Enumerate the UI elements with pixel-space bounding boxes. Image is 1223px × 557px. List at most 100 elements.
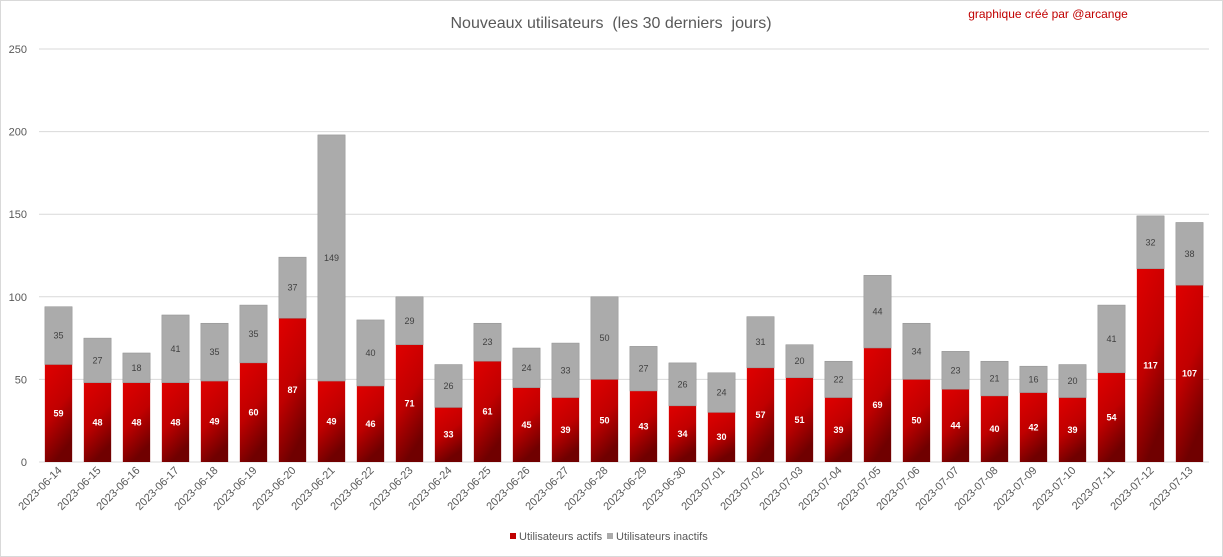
- bar-inactive: [824, 360, 853, 398]
- data-label-active: 39: [833, 425, 843, 435]
- data-label-inactive: 27: [638, 364, 648, 374]
- data-label-inactive: 35: [209, 347, 219, 357]
- bar-inactive: [941, 351, 970, 390]
- bar-inactive: [83, 337, 112, 383]
- data-label-inactive: 22: [833, 374, 843, 384]
- bar-active: [629, 390, 658, 462]
- bar-active: [473, 361, 502, 462]
- data-label-inactive: 37: [287, 283, 297, 293]
- y-tick-label: 50: [15, 374, 27, 386]
- data-label-active: 42: [1028, 422, 1038, 432]
- bar-inactive: [278, 256, 307, 319]
- bar-active: [590, 379, 619, 462]
- bar-active: [824, 397, 853, 462]
- bar-active: [278, 318, 307, 462]
- data-label-active: 43: [638, 421, 648, 431]
- bar-inactive: [980, 360, 1009, 397]
- data-label-inactive: 41: [1106, 334, 1116, 344]
- bar-inactive: [1175, 222, 1204, 286]
- bar-active: [83, 382, 112, 462]
- y-tick-label: 100: [9, 292, 27, 304]
- bar-active: [434, 407, 463, 462]
- y-tick-label: 0: [21, 457, 27, 469]
- bar-active: [395, 344, 424, 462]
- bar-inactive: [395, 296, 424, 345]
- bar-inactive: [122, 352, 151, 383]
- data-label-active: 60: [248, 407, 258, 417]
- gridlines: [39, 48, 1209, 463]
- data-label-active: 49: [209, 417, 219, 427]
- data-label-active: 44: [950, 421, 960, 431]
- bar-inactive: [1097, 304, 1126, 374]
- bar-inactive: [44, 306, 73, 365]
- bar-inactive: [1019, 365, 1048, 393]
- bar-inactive: [317, 134, 346, 382]
- bar-inactive: [707, 372, 736, 413]
- data-label-active: 30: [716, 432, 726, 442]
- bar-inactive: [902, 322, 931, 380]
- bar-active: [1175, 285, 1204, 462]
- bars: 59 35 48 27 48 18 48 41 49 35 60 35 87 37 49 149 46 40 71 2…: [44, 134, 1204, 462]
- bar-active: [980, 395, 1009, 462]
- bar-active: [512, 387, 541, 462]
- data-label-inactive: 50: [599, 333, 609, 343]
- data-label-active: 69: [872, 400, 882, 410]
- bar-active: [785, 377, 814, 462]
- data-label-active: 117: [1143, 360, 1158, 370]
- bar-inactive: [668, 362, 697, 407]
- bar-active: [863, 348, 892, 462]
- data-label-inactive: 26: [677, 379, 687, 389]
- data-label-inactive: 24: [521, 363, 531, 373]
- legend-swatch-actifs: [510, 533, 516, 539]
- bar-inactive: [434, 364, 463, 408]
- bar-inactive: [863, 275, 892, 349]
- bar-active: [317, 381, 346, 462]
- chart-title: Nouveaux utilisateurs (les 30 derniers j…: [450, 15, 771, 32]
- data-label-inactive: 23: [482, 337, 492, 347]
- data-label-active: 107: [1182, 369, 1197, 379]
- data-label-active: 39: [560, 425, 570, 435]
- bar-active: [239, 362, 268, 462]
- data-label-active: 48: [92, 417, 102, 427]
- data-label-inactive: 149: [324, 253, 339, 263]
- data-label-active: 48: [170, 417, 180, 427]
- data-label-inactive: 32: [1145, 237, 1155, 247]
- data-label-inactive: 29: [404, 316, 414, 326]
- bar-active: [902, 379, 931, 462]
- bar-inactive: [512, 347, 541, 388]
- data-label-inactive: 35: [248, 329, 258, 339]
- legend: Utilisateurs actifs Utilisateurs inactif…: [510, 531, 708, 543]
- y-tick-label: 150: [9, 209, 27, 221]
- data-label-inactive: 34: [911, 346, 921, 356]
- bar-inactive: [746, 316, 775, 369]
- bar-active: [668, 405, 697, 462]
- data-label-active: 39: [1067, 425, 1077, 435]
- bar-inactive: [1058, 364, 1087, 398]
- data-label-inactive: 38: [1184, 249, 1194, 259]
- data-label-active: 45: [521, 420, 531, 430]
- bar-inactive: [629, 346, 658, 392]
- data-label-inactive: 31: [755, 337, 765, 347]
- legend-swatch-inactifs: [607, 533, 613, 539]
- bar-active: [200, 381, 229, 462]
- data-label-active: 49: [326, 417, 336, 427]
- data-label-inactive: 21: [989, 374, 999, 384]
- bar-inactive: [200, 322, 229, 382]
- bar-inactive: [473, 322, 502, 362]
- bar-inactive: [356, 319, 385, 387]
- legend-label-actifs: Utilisateurs actifs: [519, 531, 603, 543]
- data-label-active: 50: [599, 416, 609, 426]
- bar-inactive: [239, 304, 268, 364]
- data-label-inactive: 44: [872, 307, 882, 317]
- data-label-inactive: 18: [131, 363, 141, 373]
- data-label-active: 57: [755, 410, 765, 420]
- data-label-inactive: 20: [794, 356, 804, 366]
- data-label-inactive: 33: [560, 365, 570, 375]
- data-label-inactive: 26: [443, 381, 453, 391]
- bar-inactive: [590, 296, 619, 380]
- bar-active: [551, 397, 580, 462]
- x-axis-ticks: 2023-06-142023-06-152023-06-162023-06-17…: [16, 465, 1195, 513]
- data-label-inactive: 40: [365, 348, 375, 358]
- y-tick-label: 200: [9, 127, 27, 139]
